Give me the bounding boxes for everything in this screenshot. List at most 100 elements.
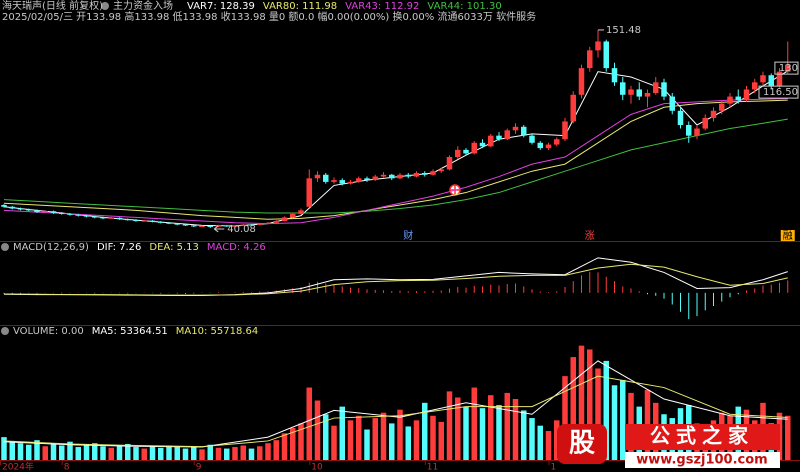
candle-body	[1, 204, 7, 207]
candle-body	[215, 225, 222, 227]
candle-body	[17, 208, 24, 210]
volume-bar	[1, 437, 7, 460]
watermark: 股 公式之家 www.gszj100.com	[557, 424, 780, 468]
volume-bar	[199, 449, 205, 460]
volume-bar	[306, 387, 312, 460]
candle-body	[776, 71, 783, 86]
candle-body	[306, 178, 312, 207]
stock-title: 海天瑞声(日线 前复权)	[2, 0, 103, 12]
low-pointer	[213, 225, 225, 233]
volume-bar	[438, 421, 444, 460]
volume-bar	[430, 415, 436, 460]
volume-bar	[471, 387, 477, 460]
candle-body	[628, 89, 634, 95]
volume-bar	[298, 423, 304, 460]
candle-body	[752, 82, 758, 90]
volume-bar	[224, 448, 230, 460]
candle-body	[768, 75, 774, 86]
candle-body	[397, 174, 403, 179]
volume-bar	[331, 425, 337, 460]
volume-bar	[554, 420, 560, 460]
candle-body	[389, 174, 395, 179]
candle-body	[595, 41, 601, 51]
candle-body	[430, 171, 436, 175]
candle-body	[496, 135, 502, 140]
candle-body	[59, 212, 65, 214]
candle-body	[446, 156, 453, 170]
volume-bar	[248, 448, 255, 460]
volume-bar	[587, 349, 593, 460]
candle-body	[50, 211, 57, 213]
volume-bar	[149, 446, 156, 460]
candle-body	[554, 139, 560, 145]
candle-body	[611, 68, 618, 83]
candle-body	[232, 225, 238, 227]
candle-body	[587, 50, 593, 69]
header: 海天瑞声(日线 前复权) 主力资金入场 2025/02/05/三 开133.98…	[2, 0, 536, 23]
candle-body	[760, 75, 766, 83]
volume-bar	[488, 395, 494, 460]
candle-body	[298, 210, 304, 214]
legend-entry: VAR44: 101.30	[427, 1, 501, 12]
candle-body	[702, 117, 708, 129]
volume-bar	[611, 385, 618, 460]
candle-body	[67, 213, 73, 215]
candle-body	[248, 224, 255, 226]
volume-bar	[166, 445, 172, 460]
candle-body	[331, 180, 337, 182]
volume-bar	[479, 408, 486, 460]
candle-body	[512, 126, 519, 131]
x-tick-label: 2024年	[2, 461, 34, 472]
volume-bar	[75, 447, 81, 460]
legend-entry: VAR80: 111.98	[263, 1, 337, 12]
volume-bar	[9, 440, 15, 460]
event-label: 财	[403, 229, 413, 242]
panel-title: MACD(12,26,9)	[13, 242, 89, 253]
indicator-icon	[101, 2, 109, 10]
candle-body	[108, 217, 114, 219]
candle-body	[166, 222, 172, 224]
candle-body	[34, 210, 40, 213]
line-series	[3, 360, 788, 448]
volume-bar	[446, 391, 453, 460]
volume-bar	[17, 443, 24, 460]
candle-body	[314, 174, 321, 179]
volume-bar	[42, 446, 48, 460]
candle-body	[785, 64, 791, 72]
volume-bar	[125, 443, 131, 460]
candle-body	[207, 225, 213, 227]
line-series	[3, 263, 788, 296]
volume-bar	[529, 418, 535, 460]
event-badge	[780, 230, 795, 241]
legend-entry: DEA: 5.13	[149, 242, 199, 253]
volume-bar	[347, 420, 354, 460]
candle-body	[339, 180, 345, 184]
candle-body	[116, 217, 123, 220]
legend-entry: VAR7: 128.39	[187, 1, 255, 12]
volume-bar	[314, 400, 321, 460]
volume-bar	[455, 397, 461, 460]
volume-bar	[281, 433, 288, 460]
volume-bar	[34, 440, 40, 460]
candle-body	[257, 223, 263, 225]
x-tick-label: 10	[311, 463, 323, 472]
volume-bar	[562, 376, 568, 460]
volume-bar	[521, 410, 527, 460]
volume-bar	[116, 445, 123, 460]
volume-bar	[595, 368, 601, 460]
candle-body	[455, 149, 461, 157]
volume-bar	[92, 443, 98, 460]
candle-body	[224, 225, 230, 227]
volume-bar	[364, 429, 370, 460]
volume-bar	[785, 415, 791, 460]
line-series	[3, 375, 788, 448]
volume-bar	[100, 446, 106, 460]
volume-bar	[397, 409, 403, 460]
candle-body	[42, 211, 48, 213]
watermark-icon: 股	[569, 429, 595, 459]
indicator-name: 主力资金入场	[113, 0, 173, 12]
candle-body	[380, 174, 387, 177]
candle-body	[281, 217, 288, 221]
watermark-name: 公式之家	[650, 424, 754, 448]
price-label-box	[774, 61, 799, 75]
